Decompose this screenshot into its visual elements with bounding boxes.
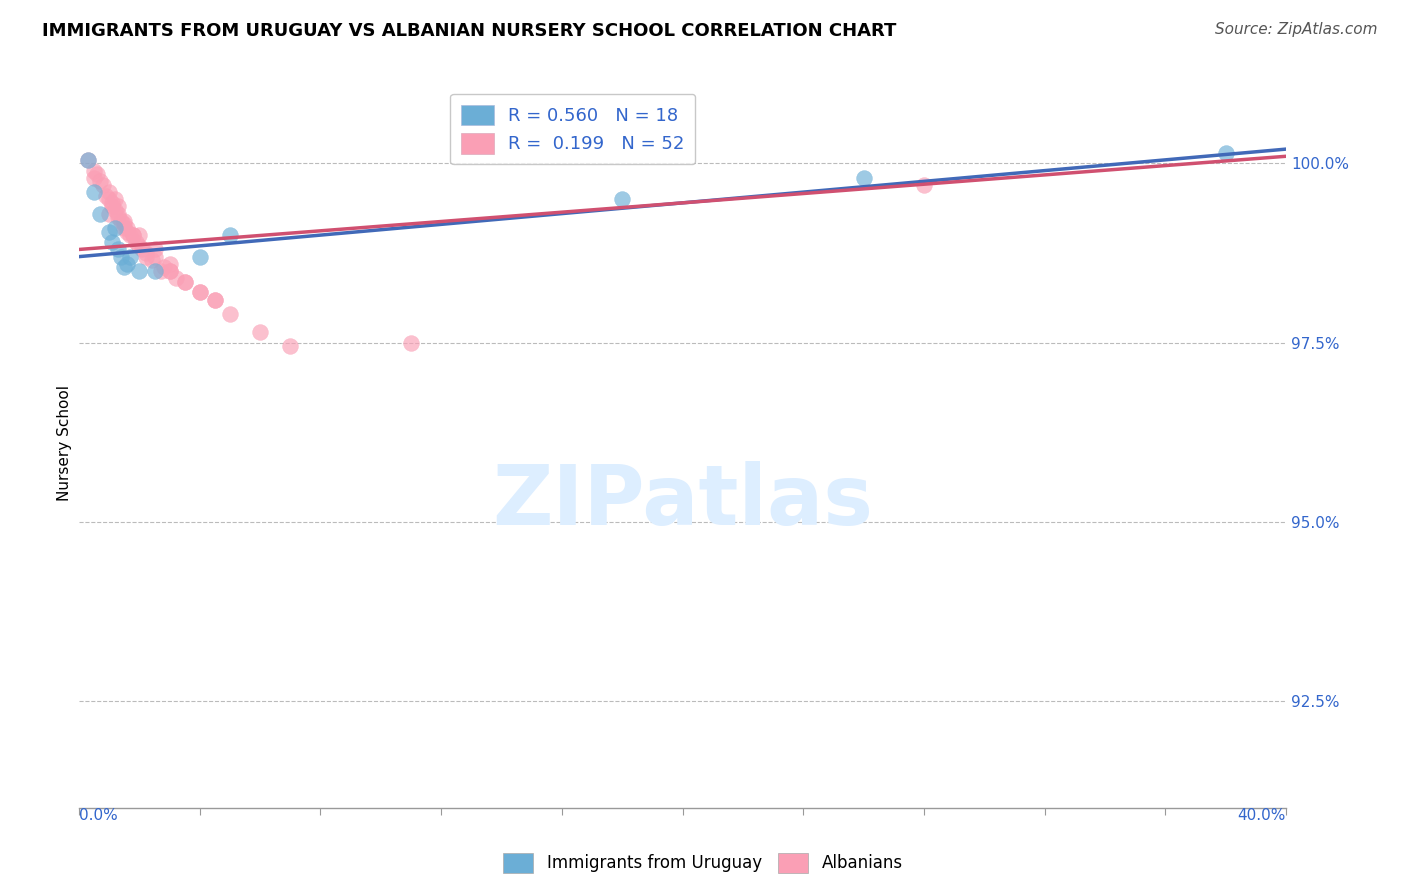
Point — [122, 228, 145, 243]
Text: Source: ZipAtlas.com: Source: ZipAtlas.com — [1215, 22, 1378, 37]
Point — [98, 206, 121, 220]
Point — [173, 275, 195, 289]
Point — [117, 257, 139, 271]
Point — [112, 260, 135, 275]
Point — [141, 253, 163, 268]
Point — [101, 235, 124, 250]
Point — [134, 250, 156, 264]
Point — [278, 339, 301, 353]
Point — [112, 221, 135, 235]
Text: 0.0%: 0.0% — [79, 808, 118, 823]
Point — [107, 243, 129, 257]
Text: IMMIGRANTS FROM URUGUAY VS ALBANIAN NURSERY SCHOOL CORRELATION CHART: IMMIGRANTS FROM URUGUAY VS ALBANIAN NURS… — [42, 22, 897, 40]
Point — [104, 192, 127, 206]
Point — [159, 264, 181, 278]
Point — [165, 271, 187, 285]
Legend: R = 0.560   N = 18, R =  0.199   N = 52: R = 0.560 N = 18, R = 0.199 N = 52 — [450, 94, 695, 164]
Point — [204, 293, 226, 307]
Point — [152, 260, 174, 275]
Point — [125, 235, 148, 250]
Point — [77, 153, 100, 167]
Point — [143, 264, 166, 278]
Point — [912, 178, 935, 192]
Point — [89, 174, 111, 188]
Point — [188, 285, 211, 300]
Point — [89, 206, 111, 220]
Point — [219, 307, 242, 321]
Point — [112, 214, 135, 228]
Point — [98, 185, 121, 199]
Text: 40.0%: 40.0% — [1237, 808, 1286, 823]
Point — [117, 221, 139, 235]
Point — [159, 264, 181, 278]
Point — [110, 214, 132, 228]
Point — [101, 199, 124, 213]
Point — [117, 225, 139, 239]
Point — [128, 228, 150, 243]
Point — [128, 264, 150, 278]
Point — [852, 170, 875, 185]
Point — [1215, 145, 1237, 160]
Point — [98, 192, 121, 206]
Point — [128, 239, 150, 253]
Text: ZIPatlas: ZIPatlas — [492, 461, 873, 542]
Point — [98, 225, 121, 239]
Point — [110, 250, 132, 264]
Point — [399, 335, 422, 350]
Point — [101, 195, 124, 210]
Point — [131, 243, 153, 257]
Point — [143, 243, 166, 257]
Point — [77, 153, 100, 167]
Point — [107, 199, 129, 213]
Point — [83, 170, 105, 185]
Point — [143, 250, 166, 264]
Y-axis label: Nursery School: Nursery School — [58, 385, 72, 501]
Point — [83, 185, 105, 199]
Point — [96, 188, 118, 202]
Point — [173, 275, 195, 289]
Point — [104, 202, 127, 217]
Point — [107, 206, 129, 220]
Point — [120, 250, 142, 264]
Point — [249, 325, 271, 339]
Point — [120, 228, 142, 243]
Point — [204, 293, 226, 307]
Legend: Immigrants from Uruguay, Albanians: Immigrants from Uruguay, Albanians — [496, 847, 910, 880]
Point — [83, 163, 105, 178]
Point — [134, 246, 156, 260]
Point — [149, 264, 172, 278]
Point — [91, 178, 114, 192]
Point — [219, 228, 242, 243]
Point — [107, 210, 129, 224]
Point — [104, 221, 127, 235]
Point — [188, 250, 211, 264]
Point — [159, 257, 181, 271]
Point — [612, 192, 634, 206]
Point — [188, 285, 211, 300]
Point — [86, 167, 108, 181]
Point — [112, 218, 135, 232]
Point — [122, 228, 145, 243]
